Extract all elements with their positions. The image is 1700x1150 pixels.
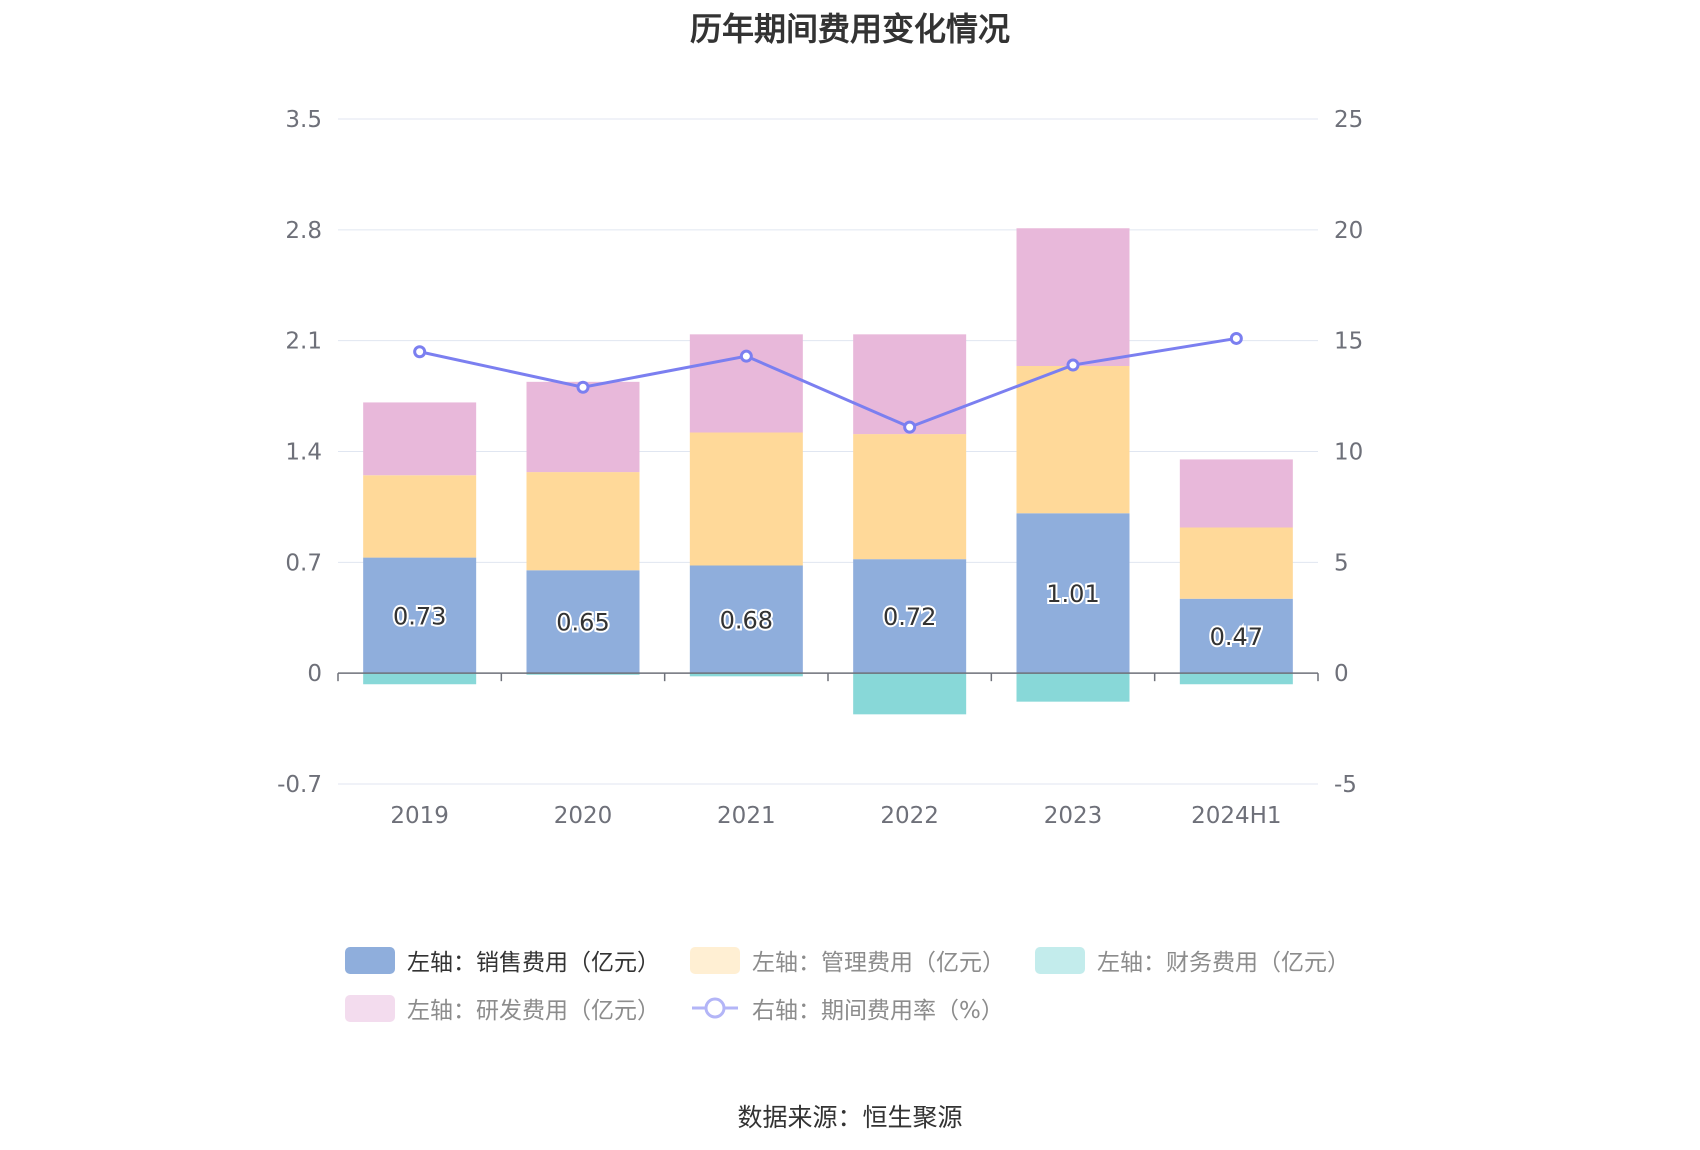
rate-point	[1229, 331, 1243, 345]
bar-segment	[689, 432, 803, 566]
y-right-tick-label: 15	[1334, 329, 1363, 355]
data-label: 0.47	[1210, 623, 1263, 651]
y-right-tick-label: 25	[1334, 107, 1363, 133]
bar-segment	[1016, 228, 1130, 366]
chart-legend: 左轴：销售费用（亿元） 左轴：管理费用（亿元） 左轴：财务费用（亿元） 左轴：研发费用…	[345, 945, 1395, 1024]
legend-item[interactable]: 右轴：期间费用率（%）	[690, 993, 1004, 1024]
x-tick-label: 2024H1	[1191, 803, 1281, 829]
x-tick-label: 2021	[717, 803, 776, 829]
legend-item[interactable]: 左轴：管理费用（亿元）	[690, 945, 1005, 976]
bar-segment	[363, 557, 477, 674]
legend-swatch	[345, 994, 395, 1022]
x-tick-label: 2023	[1044, 803, 1103, 829]
bar-segment	[853, 673, 967, 715]
rate-line	[419, 336, 1237, 429]
bar-segment	[363, 673, 477, 685]
y-left-tick-label: -0.7	[277, 772, 322, 798]
legend-swatch	[690, 946, 740, 974]
data-label: 0.68	[720, 606, 773, 634]
legend-line-icon	[692, 997, 738, 1019]
y-right-tick-label: 0	[1334, 661, 1349, 687]
y-right-tick-label: 10	[1334, 440, 1363, 466]
legend-item[interactable]: 左轴：销售费用（亿元）	[345, 945, 660, 976]
y-left-tick-label: 0	[307, 661, 322, 687]
rate-point	[413, 345, 427, 359]
y-left-tick-label: 2.8	[285, 218, 322, 244]
rate-point	[739, 349, 753, 363]
bar-segment	[853, 334, 967, 435]
bar-segment	[1016, 673, 1130, 702]
y-right-tick-label: 5	[1334, 550, 1349, 576]
data-label: 0.73	[393, 602, 446, 630]
bar-segment	[1016, 513, 1130, 674]
bar-segment	[1179, 527, 1293, 599]
bar-segment	[689, 565, 803, 674]
bar-segment	[1016, 366, 1130, 514]
bar-segment	[853, 434, 967, 560]
bar-segment	[526, 570, 640, 674]
y-right-tick-label: 20	[1334, 218, 1363, 244]
y-left-tick-label: 0.7	[285, 550, 322, 576]
bar-segment	[363, 402, 477, 476]
bar-segment	[689, 673, 803, 677]
data-label: 1.01	[1046, 580, 1099, 608]
x-tick-label: 2020	[554, 803, 613, 829]
rate-point	[576, 380, 590, 394]
bar-segment	[526, 381, 640, 473]
legend-label: 右轴：期间费用率（%）	[752, 998, 1004, 1024]
bar-segment	[689, 334, 803, 433]
legend-item[interactable]: 左轴：研发费用（亿元）	[345, 993, 660, 1024]
legend-label: 左轴：管理费用（亿元）	[752, 950, 1005, 976]
rate-point	[903, 420, 917, 434]
bar-segment	[526, 673, 640, 675]
legend-swatch	[345, 946, 395, 974]
bar-segment	[363, 475, 477, 558]
bar-segment	[1179, 459, 1293, 528]
bar-segment	[1179, 598, 1293, 674]
legend-swatch	[1035, 946, 1085, 974]
legend-label: 左轴：销售费用（亿元）	[407, 950, 660, 976]
x-tick-label: 2019	[390, 803, 449, 829]
y-left-tick-label: 3.5	[285, 107, 322, 133]
y-right-tick-label: -5	[1334, 772, 1357, 798]
chart-title: 历年期间费用变化情况	[689, 10, 1010, 48]
source-note: 数据来源：恒生聚源	[737, 1103, 963, 1132]
legend-item[interactable]: 左轴：财务费用（亿元）	[1035, 945, 1350, 976]
bar-segment	[1179, 673, 1293, 685]
bar-segment	[853, 559, 967, 674]
bar-segment	[526, 472, 640, 571]
legend-label: 左轴：财务费用（亿元）	[1097, 950, 1350, 976]
data-label: 0.72	[883, 603, 936, 631]
legend-label: 左轴：研发费用（亿元）	[407, 998, 660, 1024]
y-left-tick-label: 1.4	[285, 440, 322, 466]
rate-point	[1066, 358, 1080, 372]
data-label: 0.65	[556, 609, 609, 637]
y-left-tick-label: 2.1	[285, 329, 322, 355]
x-tick-label: 2022	[880, 803, 939, 829]
